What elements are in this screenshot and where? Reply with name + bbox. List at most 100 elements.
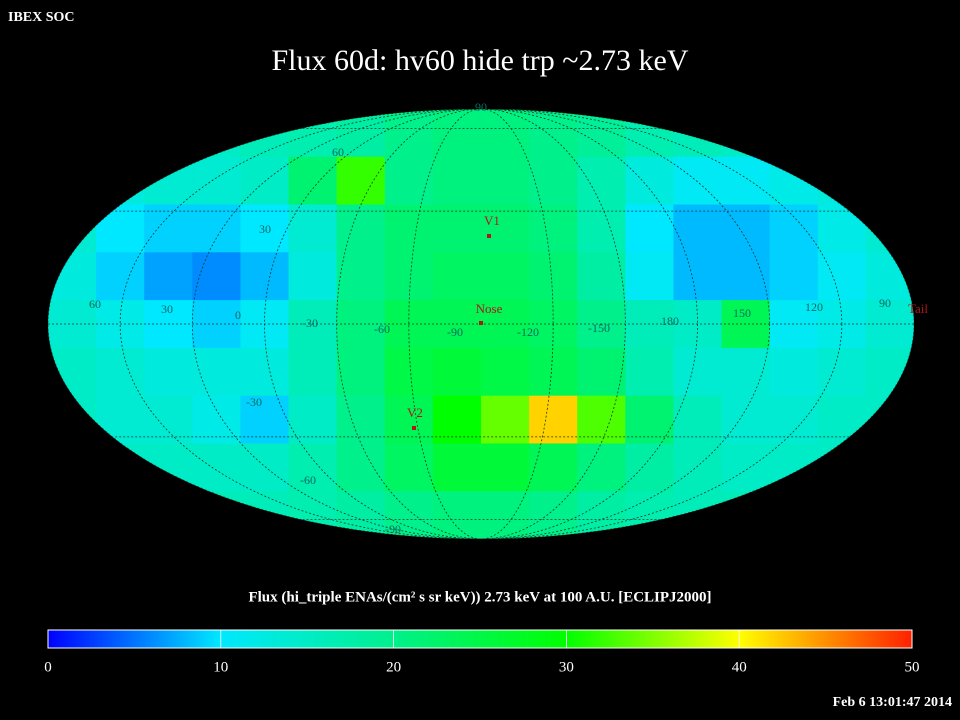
longitude-label: -60 — [374, 322, 390, 336]
marker-dot — [479, 321, 483, 325]
colorbar-tick-label: 0 — [44, 659, 52, 675]
title: Flux 60d: hv60 hide trp ~2.73 keV — [271, 44, 688, 77]
marker-dot — [412, 426, 416, 430]
flux-cell — [817, 204, 867, 253]
flux-cell — [481, 204, 530, 253]
latitude-label: -60 — [300, 473, 316, 487]
flux-cell — [673, 109, 723, 158]
flux-cell — [336, 491, 386, 539]
flux-cell — [673, 395, 723, 444]
flux-cell — [529, 443, 578, 492]
flux-cell — [384, 109, 434, 158]
flux-cell — [96, 252, 145, 301]
flux-cell — [577, 347, 626, 397]
flux-cell — [144, 347, 193, 397]
longitude-label: 30 — [161, 302, 173, 316]
flux-cell — [625, 204, 674, 253]
marker-dot — [487, 234, 491, 238]
flux-cell — [865, 347, 914, 397]
longitude-label: 0 — [235, 308, 241, 322]
longitude-label: 90 — [879, 296, 891, 310]
flux-cell — [481, 491, 530, 539]
flux-cell — [144, 204, 193, 253]
flux-cell — [48, 204, 97, 253]
latitude-label: 90 — [475, 100, 487, 114]
flux-cell — [432, 204, 482, 253]
flux-cell — [769, 395, 819, 444]
flux-cell — [48, 156, 97, 206]
flux-cell — [529, 395, 578, 444]
flux-cell — [529, 491, 578, 539]
flux-cell — [240, 204, 290, 253]
longitude-label: 120 — [805, 300, 823, 314]
flux-cell — [577, 491, 626, 539]
flux-cell — [865, 204, 914, 253]
flux-cell — [144, 109, 193, 158]
flux-cell — [577, 443, 626, 492]
flux-cell — [577, 395, 626, 444]
flux-cell — [481, 109, 530, 158]
flux-cell — [240, 252, 290, 301]
flux-cell — [336, 395, 386, 444]
timestamp: Feb 6 13:01:47 2014 — [833, 695, 952, 710]
flux-cell — [529, 156, 578, 206]
colorbar-label: Flux (hi_triple ENAs/(cm² s sr keV)) 2.7… — [248, 589, 711, 605]
flux-cell — [240, 347, 290, 397]
flux-cell — [48, 252, 97, 301]
flux-cell — [144, 395, 193, 444]
flux-cell — [432, 491, 482, 539]
flux-cell — [769, 347, 819, 397]
flux-cell — [192, 395, 241, 444]
longitude-label: -30 — [302, 316, 318, 330]
flux-cell — [48, 491, 97, 539]
longitude-label: -120 — [517, 325, 539, 339]
flux-cell — [288, 443, 338, 492]
flux-cell — [817, 156, 867, 206]
flux-cell — [769, 204, 819, 253]
longitude-label: 60 — [89, 297, 101, 311]
flux-cell — [288, 347, 338, 397]
flux-cell — [192, 347, 241, 397]
flux-cell — [721, 443, 771, 492]
flux-cell — [721, 204, 771, 253]
longitude-label: -90 — [447, 325, 463, 339]
colorbar-tick-label: 30 — [559, 659, 574, 675]
flux-cell — [481, 347, 530, 397]
flux-cell — [865, 156, 914, 206]
flux-cell — [625, 443, 674, 492]
flux-cell — [192, 252, 241, 301]
flux-cell — [144, 491, 193, 539]
flux-cell — [577, 109, 626, 158]
flux-cell — [721, 156, 771, 206]
flux-cell — [336, 443, 386, 492]
flux-cell — [817, 252, 867, 301]
flux-cell — [817, 109, 867, 158]
flux-cell — [865, 252, 914, 301]
flux-map — [48, 109, 914, 539]
flux-cell — [432, 347, 482, 397]
flux-cell — [865, 491, 914, 539]
flux-cell — [336, 156, 386, 206]
flux-cell — [336, 204, 386, 253]
flux-cell — [817, 443, 867, 492]
flux-cell — [96, 443, 145, 492]
flux-cell — [336, 347, 386, 397]
flux-cell — [288, 395, 338, 444]
flux-cell — [48, 395, 97, 444]
flux-cell — [769, 156, 819, 206]
latitude-label: -30 — [246, 395, 262, 409]
flux-cell — [192, 109, 241, 158]
flux-cell — [625, 491, 674, 539]
flux-cell — [384, 252, 434, 301]
longitude-label: 180 — [661, 314, 679, 328]
flux-cell — [432, 252, 482, 301]
flux-cell — [240, 491, 290, 539]
flux-cell — [625, 252, 674, 301]
marker-label: V1 — [484, 213, 500, 228]
flux-cell — [721, 491, 771, 539]
flux-cell — [48, 347, 97, 397]
flux-cell — [721, 347, 771, 397]
flux-cell — [865, 443, 914, 492]
flux-cell — [673, 204, 723, 253]
